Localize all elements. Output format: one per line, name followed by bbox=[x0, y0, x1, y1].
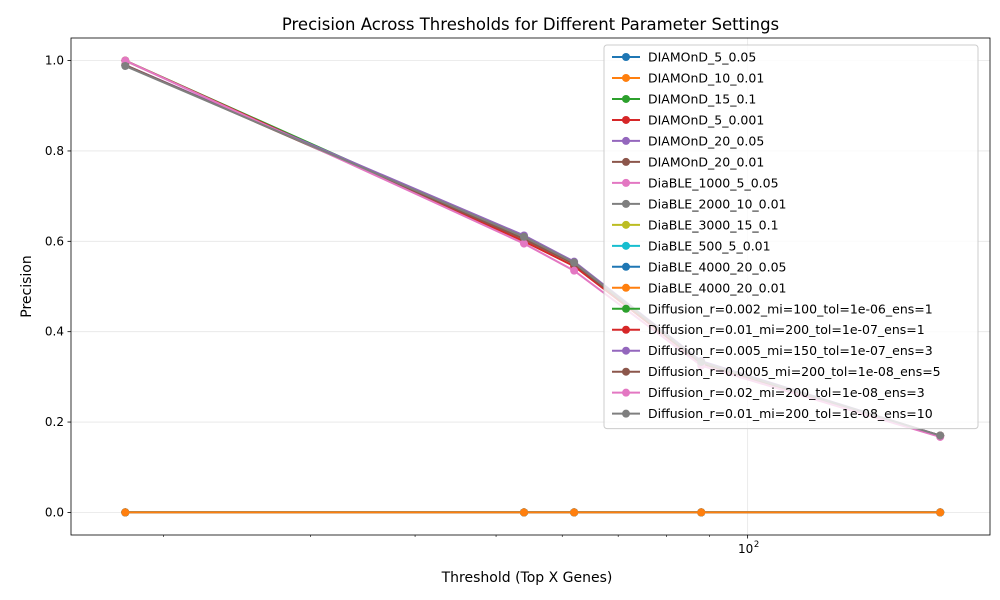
legend-marker bbox=[622, 178, 630, 187]
chart-title: Precision Across Thresholds for Differen… bbox=[282, 15, 779, 34]
data-point bbox=[519, 508, 528, 517]
legend-item: Diffusion_r=0.005_mi=150_tol=1e-07_ens=3 bbox=[612, 343, 933, 358]
y-tick-label: 0.2 bbox=[45, 415, 64, 429]
legend-label: DIAMOnD_5_0.001 bbox=[648, 112, 764, 127]
axes: 0.0 0.2 0.4 0.6 0.8 1.0 10 2 bbox=[45, 54, 759, 556]
legend-item: DIAMOnD_20_0.05 bbox=[612, 133, 764, 148]
legend-label: DIAMOnD_15_0.1 bbox=[648, 91, 756, 106]
legend-marker bbox=[622, 220, 630, 229]
legend-marker bbox=[622, 73, 630, 82]
y-tick-label: 0.4 bbox=[45, 325, 64, 339]
legend-box bbox=[603, 44, 979, 430]
legend-marker bbox=[622, 346, 630, 355]
y-axis-label: Precision bbox=[19, 255, 35, 317]
legend-label: Diffusion_r=0.0005_mi=200_tol=1e-08_ens=… bbox=[648, 364, 941, 379]
legend-marker bbox=[622, 115, 630, 124]
legend-item: DiaBLE_4000_20_0.05 bbox=[612, 259, 787, 274]
data-point bbox=[570, 266, 579, 275]
legend-label: DIAMOnD_20_0.01 bbox=[648, 154, 764, 169]
legend-item: DiaBLE_500_5_0.01 bbox=[612, 238, 771, 253]
legend-label: DIAMOnD_5_0.05 bbox=[648, 50, 756, 65]
legend-marker bbox=[622, 157, 630, 166]
legend-label: DiaBLE_2000_10_0.01 bbox=[648, 196, 787, 211]
legend-marker bbox=[622, 199, 630, 208]
legend-marker bbox=[622, 53, 630, 61]
legend-marker bbox=[622, 388, 630, 397]
series-11 bbox=[121, 508, 945, 517]
data-point bbox=[570, 258, 579, 267]
x-tick-label: 10 bbox=[738, 542, 753, 556]
legend-item: DiaBLE_2000_10_0.01 bbox=[612, 196, 787, 211]
y-tick-label: 0.0 bbox=[45, 505, 64, 519]
legend-item: DiaBLE_3000_15_0.1 bbox=[612, 217, 779, 232]
legend-item: DiaBLE_1000_5_0.05 bbox=[612, 175, 779, 190]
legend-label: DiaBLE_4000_20_0.05 bbox=[648, 259, 787, 274]
data-point bbox=[570, 508, 579, 517]
data-point bbox=[936, 508, 945, 517]
legend-label: Diffusion_r=0.01_mi=200_tol=1e-08_ens=10 bbox=[648, 406, 933, 421]
legend-item: DiaBLE_4000_20_0.01 bbox=[612, 280, 787, 295]
data-point bbox=[121, 508, 130, 517]
legend-marker bbox=[622, 283, 630, 292]
legend-label: DiaBLE_500_5_0.01 bbox=[648, 238, 771, 253]
legend: DIAMOnD_5_0.05 DIAMOnD_10_0.01 DIAMOnD_15_… bbox=[603, 44, 979, 430]
legend-label: DiaBLE_3000_15_0.1 bbox=[648, 217, 779, 232]
data-point bbox=[936, 431, 945, 440]
data-point bbox=[697, 508, 706, 517]
legend-item: Diffusion_r=0.0005_mi=200_tol=1e-08_ens=… bbox=[612, 364, 941, 379]
x-tick-label-exponent: 2 bbox=[754, 540, 759, 550]
legend-marker bbox=[622, 367, 630, 376]
legend-marker bbox=[622, 325, 630, 334]
legend-label: DiaBLE_1000_5_0.05 bbox=[648, 175, 779, 190]
legend-marker bbox=[622, 94, 630, 103]
legend-item: Diffusion_r=0.02_mi=200_tol=1e-08_ens=3 bbox=[612, 385, 925, 400]
legend-marker bbox=[622, 262, 630, 271]
legend-item: DIAMOnD_20_0.01 bbox=[612, 154, 764, 169]
legend-marker bbox=[622, 241, 630, 250]
plot-frame bbox=[70, 37, 991, 536]
legend-label: Diffusion_r=0.01_mi=200_tol=1e-07_ens=1 bbox=[648, 322, 925, 337]
legend-item: Diffusion_r=0.002_mi=100_tol=1e-06_ens=1 bbox=[612, 301, 933, 316]
legend-label: DIAMOnD_20_0.05 bbox=[648, 133, 764, 148]
legend-label: Diffusion_r=0.02_mi=200_tol=1e-08_ens=3 bbox=[648, 385, 925, 400]
legend-label: DIAMOnD_10_0.01 bbox=[648, 70, 764, 85]
y-tick-label: 0.6 bbox=[45, 234, 64, 248]
data-point bbox=[519, 239, 528, 248]
legend-label: Diffusion_r=0.002_mi=100_tol=1e-06_ens=1 bbox=[648, 301, 933, 316]
legend-item: DIAMOnD_5_0.05 bbox=[612, 50, 756, 65]
legend-item: DIAMOnD_10_0.01 bbox=[612, 70, 764, 85]
legend-item: Diffusion_r=0.01_mi=200_tol=1e-08_ens=10 bbox=[612, 406, 933, 421]
legend-marker bbox=[622, 409, 630, 418]
legend-label: Diffusion_r=0.005_mi=150_tol=1e-07_ens=3 bbox=[648, 343, 933, 358]
x-axis-label: Threshold (Top X Genes) bbox=[441, 570, 613, 586]
legend-item: DIAMOnD_5_0.001 bbox=[612, 112, 764, 127]
legend-item: Diffusion_r=0.01_mi=200_tol=1e-07_ens=1 bbox=[612, 322, 925, 337]
data-point bbox=[519, 232, 528, 241]
data-point bbox=[121, 62, 130, 71]
y-tick-label: 1.0 bbox=[45, 54, 64, 68]
y-tick-label: 0.8 bbox=[45, 144, 64, 158]
legend-marker bbox=[622, 136, 630, 145]
legend-item: DIAMOnD_15_0.1 bbox=[612, 91, 756, 106]
legend-label: DiaBLE_4000_20_0.01 bbox=[648, 280, 787, 295]
legend-marker bbox=[622, 304, 630, 313]
